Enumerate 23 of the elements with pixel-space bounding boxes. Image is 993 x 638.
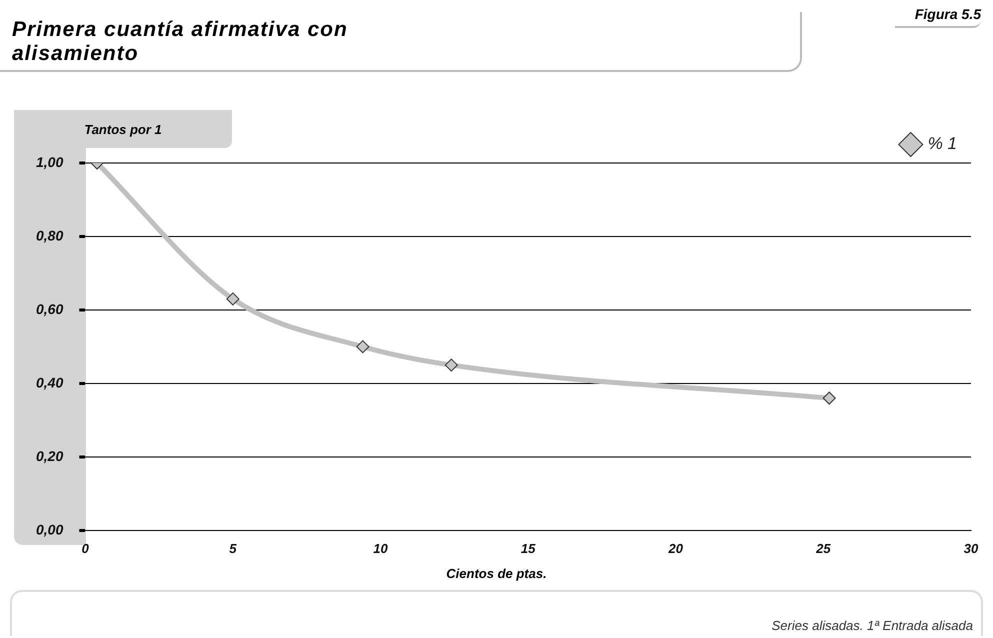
chart-subtitle: Figura 5.5 <box>894 6 981 28</box>
y-tick-label: 0,00 <box>36 521 64 538</box>
x-tick-label: 0 <box>82 540 90 556</box>
text: Series alisadas. 1ª Entrada alisada <box>772 618 973 633</box>
point <box>822 392 836 405</box>
x-tick-label: 25 <box>815 540 832 556</box>
x-tick-label: 15 <box>520 540 536 556</box>
x-tick-label: 5 <box>229 540 238 556</box>
x-tick-label: 20 <box>668 540 684 556</box>
x-tick-label: 10 <box>373 540 388 556</box>
y-axis-title: Tantos por 1 <box>83 121 163 139</box>
point <box>356 340 370 354</box>
x-tick-label: 30 <box>964 540 979 556</box>
y-tick-label: 0,60 <box>36 300 64 317</box>
chart-title: Primera cuantía afirmativa con alisamiento <box>12 18 349 66</box>
x-axis-title: Cientos de ptas. <box>445 566 548 581</box>
legend-label: % 1 <box>928 134 958 154</box>
y-tick-label: 0,20 <box>36 448 64 464</box>
y-tick-label: 0,80 <box>36 227 64 244</box>
y-tick-label: 0,40 <box>36 374 64 390</box>
point <box>444 358 458 372</box>
y-tick-label: 1,00 <box>36 154 64 170</box>
point <box>226 292 240 306</box>
